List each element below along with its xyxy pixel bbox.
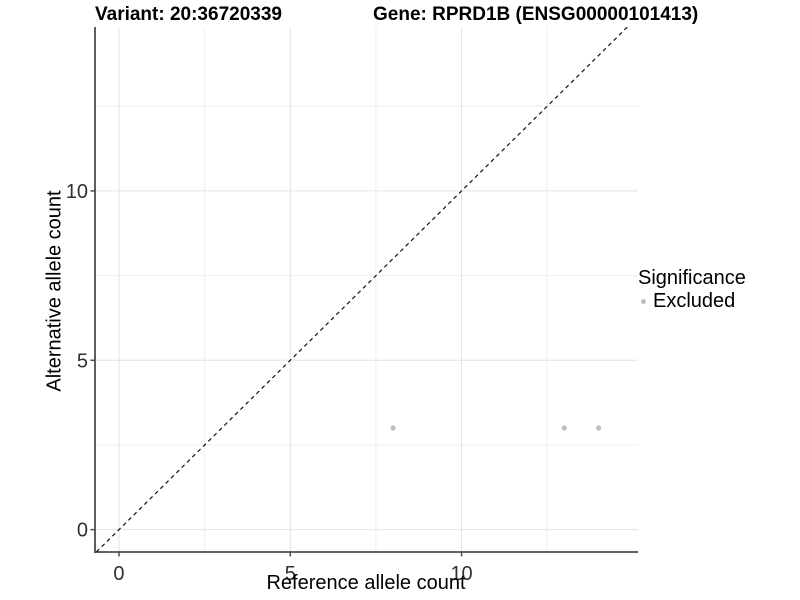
x-axis-label: Reference allele count: [266, 572, 466, 594]
gene-title: Gene: RPRD1B (ENSG00000101413): [373, 4, 699, 25]
data-point: [561, 425, 567, 431]
legend: Significance Excluded: [638, 266, 746, 312]
y-axis-label: Alternative allele count: [43, 190, 66, 392]
y-tick-label: 5: [77, 350, 88, 372]
legend-title: Significance: [638, 267, 746, 289]
x-tick-label: 10: [450, 563, 472, 585]
legend-item-label: Excluded: [653, 290, 736, 312]
legend-item-excluded: Excluded: [638, 290, 746, 312]
x-tick-label: 5: [285, 563, 296, 585]
legend-point-icon: [641, 298, 646, 304]
identity-line: [95, 26, 628, 553]
y-tick-label: 0: [77, 520, 88, 542]
y-tick-label: 10: [66, 181, 88, 203]
variant-title: Variant: 20:36720339: [95, 4, 282, 25]
x-tick-label: 0: [113, 563, 124, 585]
data-point: [596, 425, 602, 431]
data-point: [390, 425, 396, 431]
